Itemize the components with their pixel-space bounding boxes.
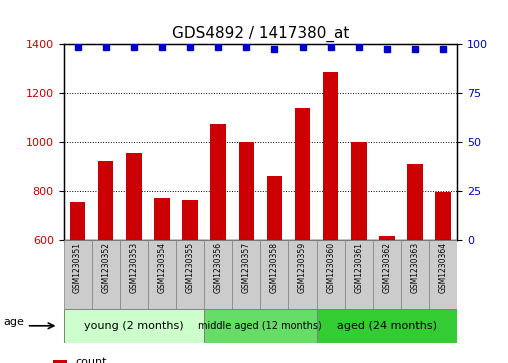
Title: GDS4892 / 1417380_at: GDS4892 / 1417380_at xyxy=(172,26,349,42)
Bar xyxy=(64,309,204,343)
Bar xyxy=(204,309,316,343)
Bar xyxy=(154,199,170,240)
Bar xyxy=(120,240,148,309)
Text: GSM1230358: GSM1230358 xyxy=(270,242,279,293)
Text: age: age xyxy=(3,317,24,327)
Text: GSM1230360: GSM1230360 xyxy=(326,242,335,293)
Bar xyxy=(373,240,401,309)
Bar xyxy=(64,240,91,309)
Bar xyxy=(204,240,232,309)
Bar xyxy=(429,240,457,309)
Bar xyxy=(210,124,226,240)
Bar xyxy=(323,72,338,240)
Text: GSM1230355: GSM1230355 xyxy=(185,242,195,293)
Text: GSM1230359: GSM1230359 xyxy=(298,242,307,293)
Bar xyxy=(267,176,282,240)
Bar xyxy=(379,236,395,240)
Bar xyxy=(232,240,261,309)
Text: GSM1230351: GSM1230351 xyxy=(73,242,82,293)
Text: GSM1230364: GSM1230364 xyxy=(438,242,448,293)
Text: GSM1230352: GSM1230352 xyxy=(101,242,110,293)
Bar xyxy=(289,240,316,309)
Text: GSM1230363: GSM1230363 xyxy=(410,242,420,293)
Text: middle aged (12 months): middle aged (12 months) xyxy=(199,321,322,331)
Bar xyxy=(316,309,457,343)
Text: GSM1230353: GSM1230353 xyxy=(130,242,138,293)
Bar xyxy=(295,108,310,240)
Text: GSM1230362: GSM1230362 xyxy=(383,242,391,293)
Text: aged (24 months): aged (24 months) xyxy=(337,321,437,331)
Bar xyxy=(176,240,204,309)
Bar xyxy=(126,152,142,240)
Bar xyxy=(407,164,423,240)
Text: GSM1230361: GSM1230361 xyxy=(354,242,363,293)
Bar xyxy=(148,240,176,309)
Bar xyxy=(91,240,120,309)
Bar xyxy=(316,240,345,309)
Bar xyxy=(401,240,429,309)
Bar xyxy=(351,142,366,240)
Bar xyxy=(182,200,198,240)
Bar xyxy=(261,240,289,309)
Bar xyxy=(345,240,373,309)
Bar xyxy=(98,161,113,240)
Bar xyxy=(239,142,254,240)
Text: GSM1230354: GSM1230354 xyxy=(157,242,167,293)
Text: young (2 months): young (2 months) xyxy=(84,321,183,331)
Bar xyxy=(53,360,68,363)
Text: GSM1230356: GSM1230356 xyxy=(214,242,223,293)
Bar xyxy=(435,192,451,240)
Text: count: count xyxy=(76,357,107,363)
Bar xyxy=(70,201,85,240)
Text: GSM1230357: GSM1230357 xyxy=(242,242,251,293)
